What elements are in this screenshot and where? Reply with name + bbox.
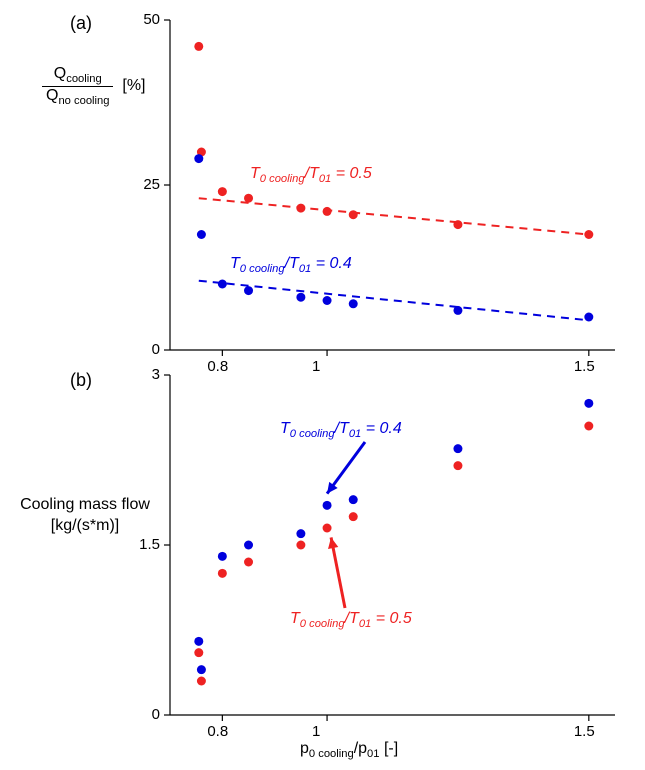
panel-a-ylabel: Qcooling Qno cooling [%] [42,65,145,107]
panel-b-ylabel: Cooling mass flow[kg/(s*m)] [15,495,155,537]
ytick-label: 50 [143,11,160,28]
q-unit: [%] [118,77,146,94]
panel-b-red-label: T0 cooling/T01 = 0.5 [290,610,412,630]
panel-b-label: (b) [70,370,92,391]
plot-svg [0,0,645,770]
panel-b-blue-label: T0 cooling/T01 = 0.4 [280,420,402,440]
xtick-label: 1 [312,723,320,740]
panel-b-xlabel: p0 cooling/p01 [-] [300,740,398,760]
figure: (a) Qcooling Qno cooling [%] T0 cooling/… [0,0,645,770]
xtick-label: 0.8 [207,358,228,375]
panel-a-red-label: T0 cooling/T01 = 0.5 [250,165,372,185]
panel-a-label: (a) [70,13,92,34]
xtick-label: 1.5 [574,723,595,740]
ytick-label: 3 [152,366,160,383]
xtick-label: 1 [312,358,320,375]
xtick-label: 1.5 [574,358,595,375]
ytick-label: 0 [152,341,160,358]
ytick-label: 0 [152,706,160,723]
q-no-cooling-label: Qno cooling [42,87,113,108]
ytick-label: 25 [143,176,160,193]
q-cooling-label: Qcooling [42,65,113,87]
panel-a-blue-label: T0 cooling/T01 = 0.4 [230,255,352,275]
xtick-label: 0.8 [207,723,228,740]
q-fraction: Qcooling Qno cooling [42,65,113,107]
ytick-label: 1.5 [139,536,160,553]
